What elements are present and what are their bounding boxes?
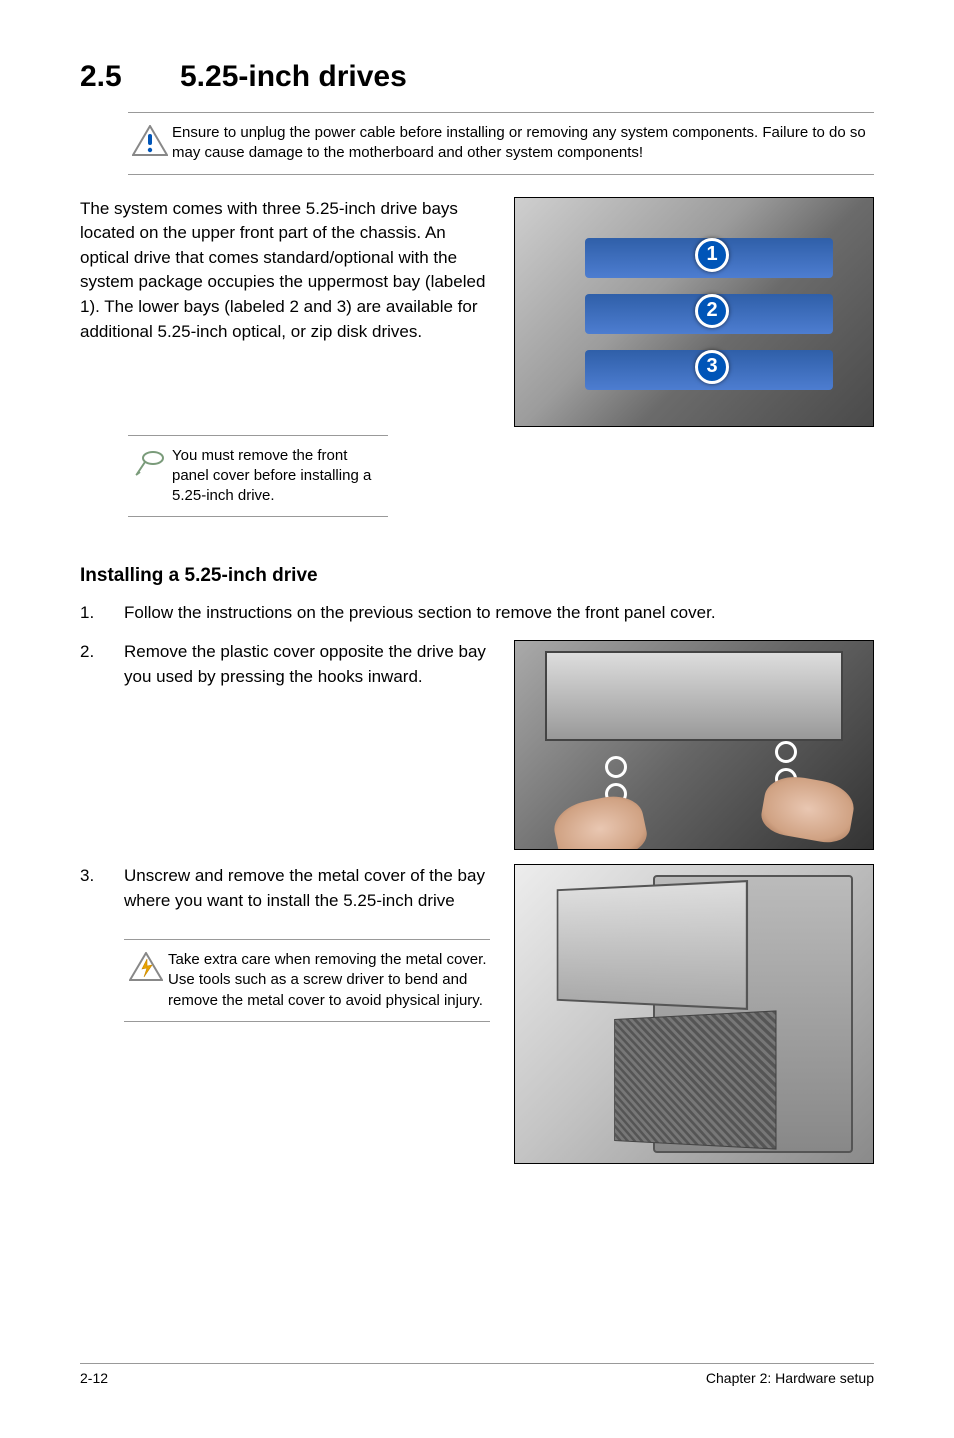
bay-badge-1: 1	[695, 238, 729, 272]
section-number: 2.5	[80, 60, 180, 94]
remove-metal-cover-photo	[514, 864, 874, 1164]
step-3: Unscrew and remove the metal cover of th…	[80, 864, 874, 1164]
drive-bays-photo: 1 2 3	[514, 197, 874, 427]
step-2-text: Remove the plastic cover opposite the dr…	[124, 640, 490, 689]
page-number: 2-12	[80, 1370, 108, 1386]
install-subheading: Installing a 5.25-inch drive	[80, 565, 874, 587]
note-callout: You must remove the front panel cover be…	[128, 435, 388, 518]
note-icon	[128, 446, 172, 478]
section-heading: 2.55.25-inch drives	[80, 60, 874, 94]
caution-icon	[128, 123, 172, 157]
chapter-label: Chapter 2: Hardware setup	[706, 1370, 874, 1386]
section-title: 5.25-inch drives	[180, 60, 407, 93]
caution-callout-top: Ensure to unplug the power cable before …	[128, 112, 874, 175]
danger-callout: Take extra care when removing the metal …	[124, 939, 490, 1022]
remove-plastic-cover-photo	[514, 640, 874, 850]
bay-badge-2: 2	[695, 294, 729, 328]
caution-text: Ensure to unplug the power cable before …	[172, 123, 874, 164]
step-1: Follow the instructions on the previous …	[80, 601, 874, 626]
step-1-text: Follow the instructions on the previous …	[124, 601, 874, 626]
step-2: Remove the plastic cover opposite the dr…	[80, 640, 874, 850]
danger-text: Take extra care when removing the metal …	[168, 950, 490, 1011]
step-3-text: Unscrew and remove the metal cover of th…	[124, 864, 490, 913]
page-footer: 2-12 Chapter 2: Hardware setup	[80, 1363, 874, 1386]
intro-paragraph: The system comes with three 5.25-inch dr…	[80, 197, 490, 345]
danger-icon	[124, 950, 168, 982]
bay-badge-3: 3	[695, 350, 729, 384]
note-text: You must remove the front panel cover be…	[172, 446, 388, 507]
